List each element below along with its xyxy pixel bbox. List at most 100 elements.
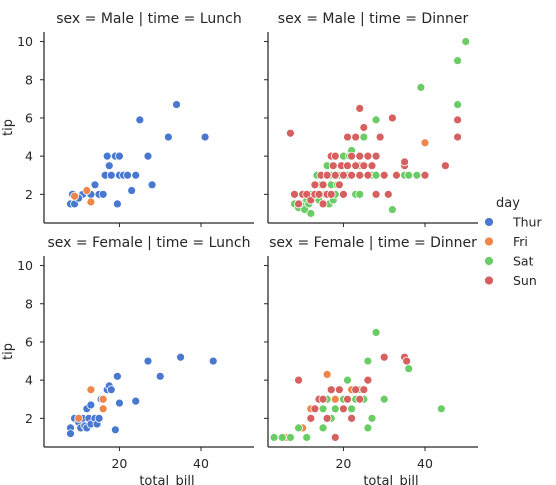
panel-2-point-sun	[322, 170, 332, 180]
panel-2-point-sun	[453, 132, 463, 142]
panel-3-y-tick-label: 2	[25, 411, 33, 426]
panel-3-x-tick-label: 20	[111, 456, 127, 471]
panel-2-point-sun	[355, 151, 365, 161]
panel-2-point-sun	[339, 170, 348, 180]
panel-2-point-sun	[318, 180, 328, 190]
panel-2-point-sun	[355, 104, 365, 113]
panel-3-y-tick-label: 10	[17, 258, 33, 273]
panel-1-point-thur	[102, 151, 112, 161]
panel-2-point-sat	[461, 37, 471, 46]
panel-2-point-sun	[294, 199, 303, 209]
panel-1-point-fri	[70, 191, 79, 201]
panel-3-x-axis-label: total_bill	[139, 474, 194, 485]
panel-4-point-sat	[269, 433, 279, 442]
panel-1-point-fri	[82, 186, 92, 195]
panel-2-point-sun	[359, 123, 369, 132]
panel-4-point-sat	[302, 433, 312, 442]
panel-4-point-sat	[294, 423, 303, 433]
panel-4-point-sun	[330, 433, 340, 442]
panel-4-point-sun	[318, 394, 328, 404]
panel-2-point-sun	[339, 189, 348, 199]
panel-3-y-tick-label: 6	[25, 334, 33, 349]
legend-label-sat: Sat	[513, 254, 534, 269]
panel-2-point-sat	[371, 115, 381, 125]
panel-3-point-thur	[143, 356, 153, 366]
panel-4-point-sat	[379, 394, 389, 404]
panel-4-x-axis-label: total_bill	[363, 474, 418, 485]
panel-1-point-thur	[112, 199, 122, 209]
panel-3-point-thur	[66, 429, 75, 439]
panel-2-point-sun	[330, 170, 340, 180]
panel-3-point-thur	[115, 398, 124, 408]
panel-2-point-sun	[328, 161, 338, 171]
panel-2-point-sun	[367, 161, 377, 171]
panel-2-point-sun	[383, 189, 393, 199]
panel-2-point-sun	[326, 189, 336, 199]
panel-3-point-thur	[94, 413, 104, 423]
panel-4-point-sun	[343, 394, 352, 404]
panel-3-point-thur	[131, 396, 141, 406]
panel-2-point-sun	[347, 151, 356, 161]
panel-2-point-sun	[355, 170, 365, 180]
panel-4-point-sat	[363, 423, 373, 433]
panel-4-point-sun	[363, 375, 373, 385]
panel-1-point-thur	[115, 151, 124, 161]
panel-2-point-sun	[334, 180, 344, 190]
panel-3-y-tick-label: 8	[25, 296, 33, 311]
panel-2-point-sun	[314, 189, 324, 199]
panel-3-title: sex = Female | time = Lunch	[48, 235, 251, 251]
panel-2-point-sun	[453, 115, 463, 125]
panel-4-point-sat	[367, 413, 377, 423]
legend-marker-sat	[484, 256, 494, 266]
panel-1-y-tick-label: 6	[25, 110, 33, 125]
panel-1-point-thur	[163, 132, 173, 142]
panel-3-point-fri	[86, 385, 96, 395]
panel-2-point-sat	[387, 205, 397, 215]
panel-3-point-thur	[106, 385, 116, 395]
panel-4-point-sat	[286, 433, 295, 442]
panel-4-point-sat	[330, 404, 340, 414]
panel-2-point-sun	[330, 151, 340, 161]
panel-4-point-sun	[334, 385, 344, 395]
panel-2-point-sun	[420, 170, 430, 180]
panel-1-point-thur	[172, 100, 181, 109]
panel-2-point-sun	[343, 132, 352, 142]
panel-2-point-sat	[359, 132, 369, 142]
legend-marker-fri	[484, 236, 494, 247]
panel-2-point-sun	[343, 161, 352, 171]
panel-1-y-tick-label: 2	[25, 187, 33, 202]
panel-2-point-sat	[404, 170, 414, 180]
panel-1-point-thur	[106, 170, 116, 180]
legend-label-fri: Fri	[513, 234, 528, 249]
panel-3-point-thur	[208, 356, 218, 366]
panel-3-y-axis-label: tip	[1, 343, 16, 360]
panel-1-point-thur	[123, 170, 132, 180]
panel-4-point-sat	[436, 404, 446, 414]
panel-1-y-axis-label: tip	[1, 119, 16, 136]
panel-2-point-sun	[359, 161, 369, 171]
panel-2-point-sun	[440, 161, 450, 171]
panel-2-point-fri	[420, 138, 430, 148]
panel-4-point-sat	[318, 404, 328, 414]
panel-4-point-sun	[351, 385, 361, 395]
panel-2-point-sun	[347, 170, 356, 180]
panel-4-point-sun	[326, 385, 336, 395]
panel-3-point-thur	[112, 371, 122, 381]
panel-1-y-tick-label: 8	[25, 72, 33, 87]
panel-4-point-sat	[347, 404, 356, 414]
panel-1-point-thur	[104, 161, 114, 171]
legend-label-thur: Thur	[512, 215, 542, 230]
panel-1-point-thur	[200, 132, 210, 142]
panel-3-point-thur	[176, 352, 186, 362]
panel-1-point-thur	[147, 180, 157, 190]
panel-4-point-sun	[355, 394, 365, 404]
panel-2-point-sat	[412, 170, 422, 180]
panel-1-point-thur	[98, 189, 108, 199]
panel-1-y-tick-label: 4	[25, 149, 33, 164]
panel-4-point-sun	[306, 413, 316, 423]
panel-1-point-thur	[131, 170, 141, 180]
panel-4-point-sun	[402, 356, 412, 366]
panel-3-point-fri	[74, 413, 84, 423]
panel-2-point-sun	[351, 132, 361, 142]
panel-4-point-sun	[359, 385, 369, 395]
